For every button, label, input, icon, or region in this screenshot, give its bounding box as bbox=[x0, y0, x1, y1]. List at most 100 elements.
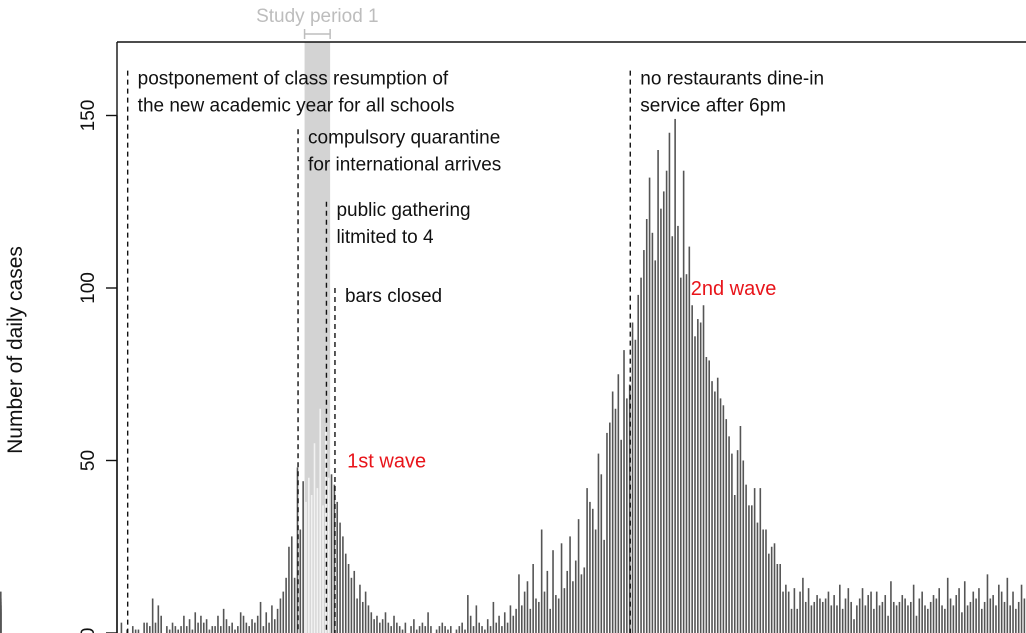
bar bbox=[268, 622, 270, 633]
bar bbox=[912, 584, 915, 633]
bar bbox=[506, 622, 509, 633]
bar bbox=[691, 305, 693, 633]
bar bbox=[799, 591, 801, 633]
bar bbox=[975, 598, 977, 633]
bar bbox=[714, 391, 716, 633]
wave-label: 1st wave bbox=[347, 450, 426, 472]
bar bbox=[231, 622, 233, 633]
bar bbox=[293, 577, 296, 633]
bar bbox=[160, 615, 162, 633]
bar bbox=[722, 405, 725, 633]
bar bbox=[674, 118, 676, 633]
bar bbox=[242, 615, 245, 633]
bar bbox=[228, 626, 231, 633]
bar bbox=[154, 622, 157, 633]
bar bbox=[620, 439, 622, 633]
bar bbox=[379, 622, 381, 633]
bar bbox=[640, 277, 642, 633]
bar bbox=[617, 374, 620, 633]
bar bbox=[441, 622, 444, 633]
event-annotation: no restaurants dine-in bbox=[640, 69, 824, 90]
bar bbox=[841, 608, 844, 633]
bar bbox=[580, 574, 583, 633]
bar bbox=[892, 601, 895, 633]
bar bbox=[503, 612, 506, 633]
bar bbox=[572, 581, 574, 633]
bar bbox=[166, 626, 168, 633]
bar bbox=[509, 605, 512, 633]
bar bbox=[205, 619, 208, 633]
bar bbox=[739, 426, 742, 633]
bar bbox=[347, 564, 350, 633]
bar bbox=[768, 553, 770, 633]
bar bbox=[157, 605, 160, 633]
bar bbox=[824, 598, 827, 633]
bar bbox=[702, 305, 705, 633]
bar bbox=[313, 443, 316, 633]
bar bbox=[628, 384, 631, 633]
bar bbox=[359, 584, 361, 633]
bar bbox=[810, 605, 813, 633]
bar bbox=[342, 536, 344, 633]
event-annotation: litmited to 4 bbox=[336, 227, 434, 248]
bar bbox=[813, 601, 816, 633]
bar bbox=[699, 322, 702, 633]
bar bbox=[475, 605, 478, 633]
bar bbox=[765, 529, 767, 633]
bar bbox=[785, 584, 787, 633]
bar bbox=[390, 626, 392, 633]
bar bbox=[438, 626, 441, 633]
bar bbox=[302, 481, 304, 633]
bar bbox=[856, 605, 858, 633]
bar bbox=[415, 629, 418, 633]
bar bbox=[248, 626, 250, 633]
bar-layer bbox=[0, 118, 1026, 633]
bar bbox=[577, 519, 580, 633]
bar bbox=[952, 605, 955, 633]
y-tick-label: 50 bbox=[78, 450, 99, 471]
bar bbox=[481, 626, 483, 633]
bar bbox=[648, 177, 651, 633]
event-annotation: bars closed bbox=[345, 286, 442, 307]
bar bbox=[282, 591, 285, 633]
bar bbox=[597, 453, 600, 633]
study-period-label: Study period 1 bbox=[256, 6, 379, 27]
bar bbox=[467, 595, 469, 633]
bar bbox=[1000, 591, 1003, 633]
bar bbox=[992, 595, 994, 633]
bar bbox=[745, 484, 747, 633]
bar bbox=[918, 598, 921, 633]
bar bbox=[430, 626, 432, 633]
bar bbox=[816, 595, 818, 633]
bar bbox=[927, 608, 929, 633]
bar bbox=[680, 277, 682, 633]
bar bbox=[469, 615, 472, 633]
bar bbox=[262, 626, 265, 633]
bar bbox=[552, 550, 554, 633]
bar bbox=[120, 622, 123, 633]
bar bbox=[847, 588, 850, 633]
bar bbox=[839, 584, 841, 633]
bar bbox=[821, 601, 824, 633]
bar bbox=[756, 522, 759, 633]
bar bbox=[319, 408, 321, 633]
bar bbox=[373, 619, 375, 633]
bar bbox=[265, 612, 268, 633]
bar bbox=[671, 236, 674, 633]
bar bbox=[259, 601, 262, 633]
bar bbox=[404, 622, 407, 633]
bar bbox=[396, 622, 398, 633]
bar bbox=[858, 598, 861, 633]
bar bbox=[895, 605, 898, 633]
bar bbox=[350, 577, 353, 633]
bar bbox=[171, 622, 174, 633]
bar bbox=[995, 605, 997, 633]
bar bbox=[478, 622, 480, 633]
bar bbox=[790, 608, 793, 633]
y-axis: 0 50 100 150 bbox=[78, 100, 118, 633]
bar bbox=[421, 622, 424, 633]
bar bbox=[989, 598, 992, 633]
event-annotation: for international arrives bbox=[308, 154, 501, 175]
bar bbox=[606, 432, 608, 633]
bar bbox=[651, 232, 654, 633]
